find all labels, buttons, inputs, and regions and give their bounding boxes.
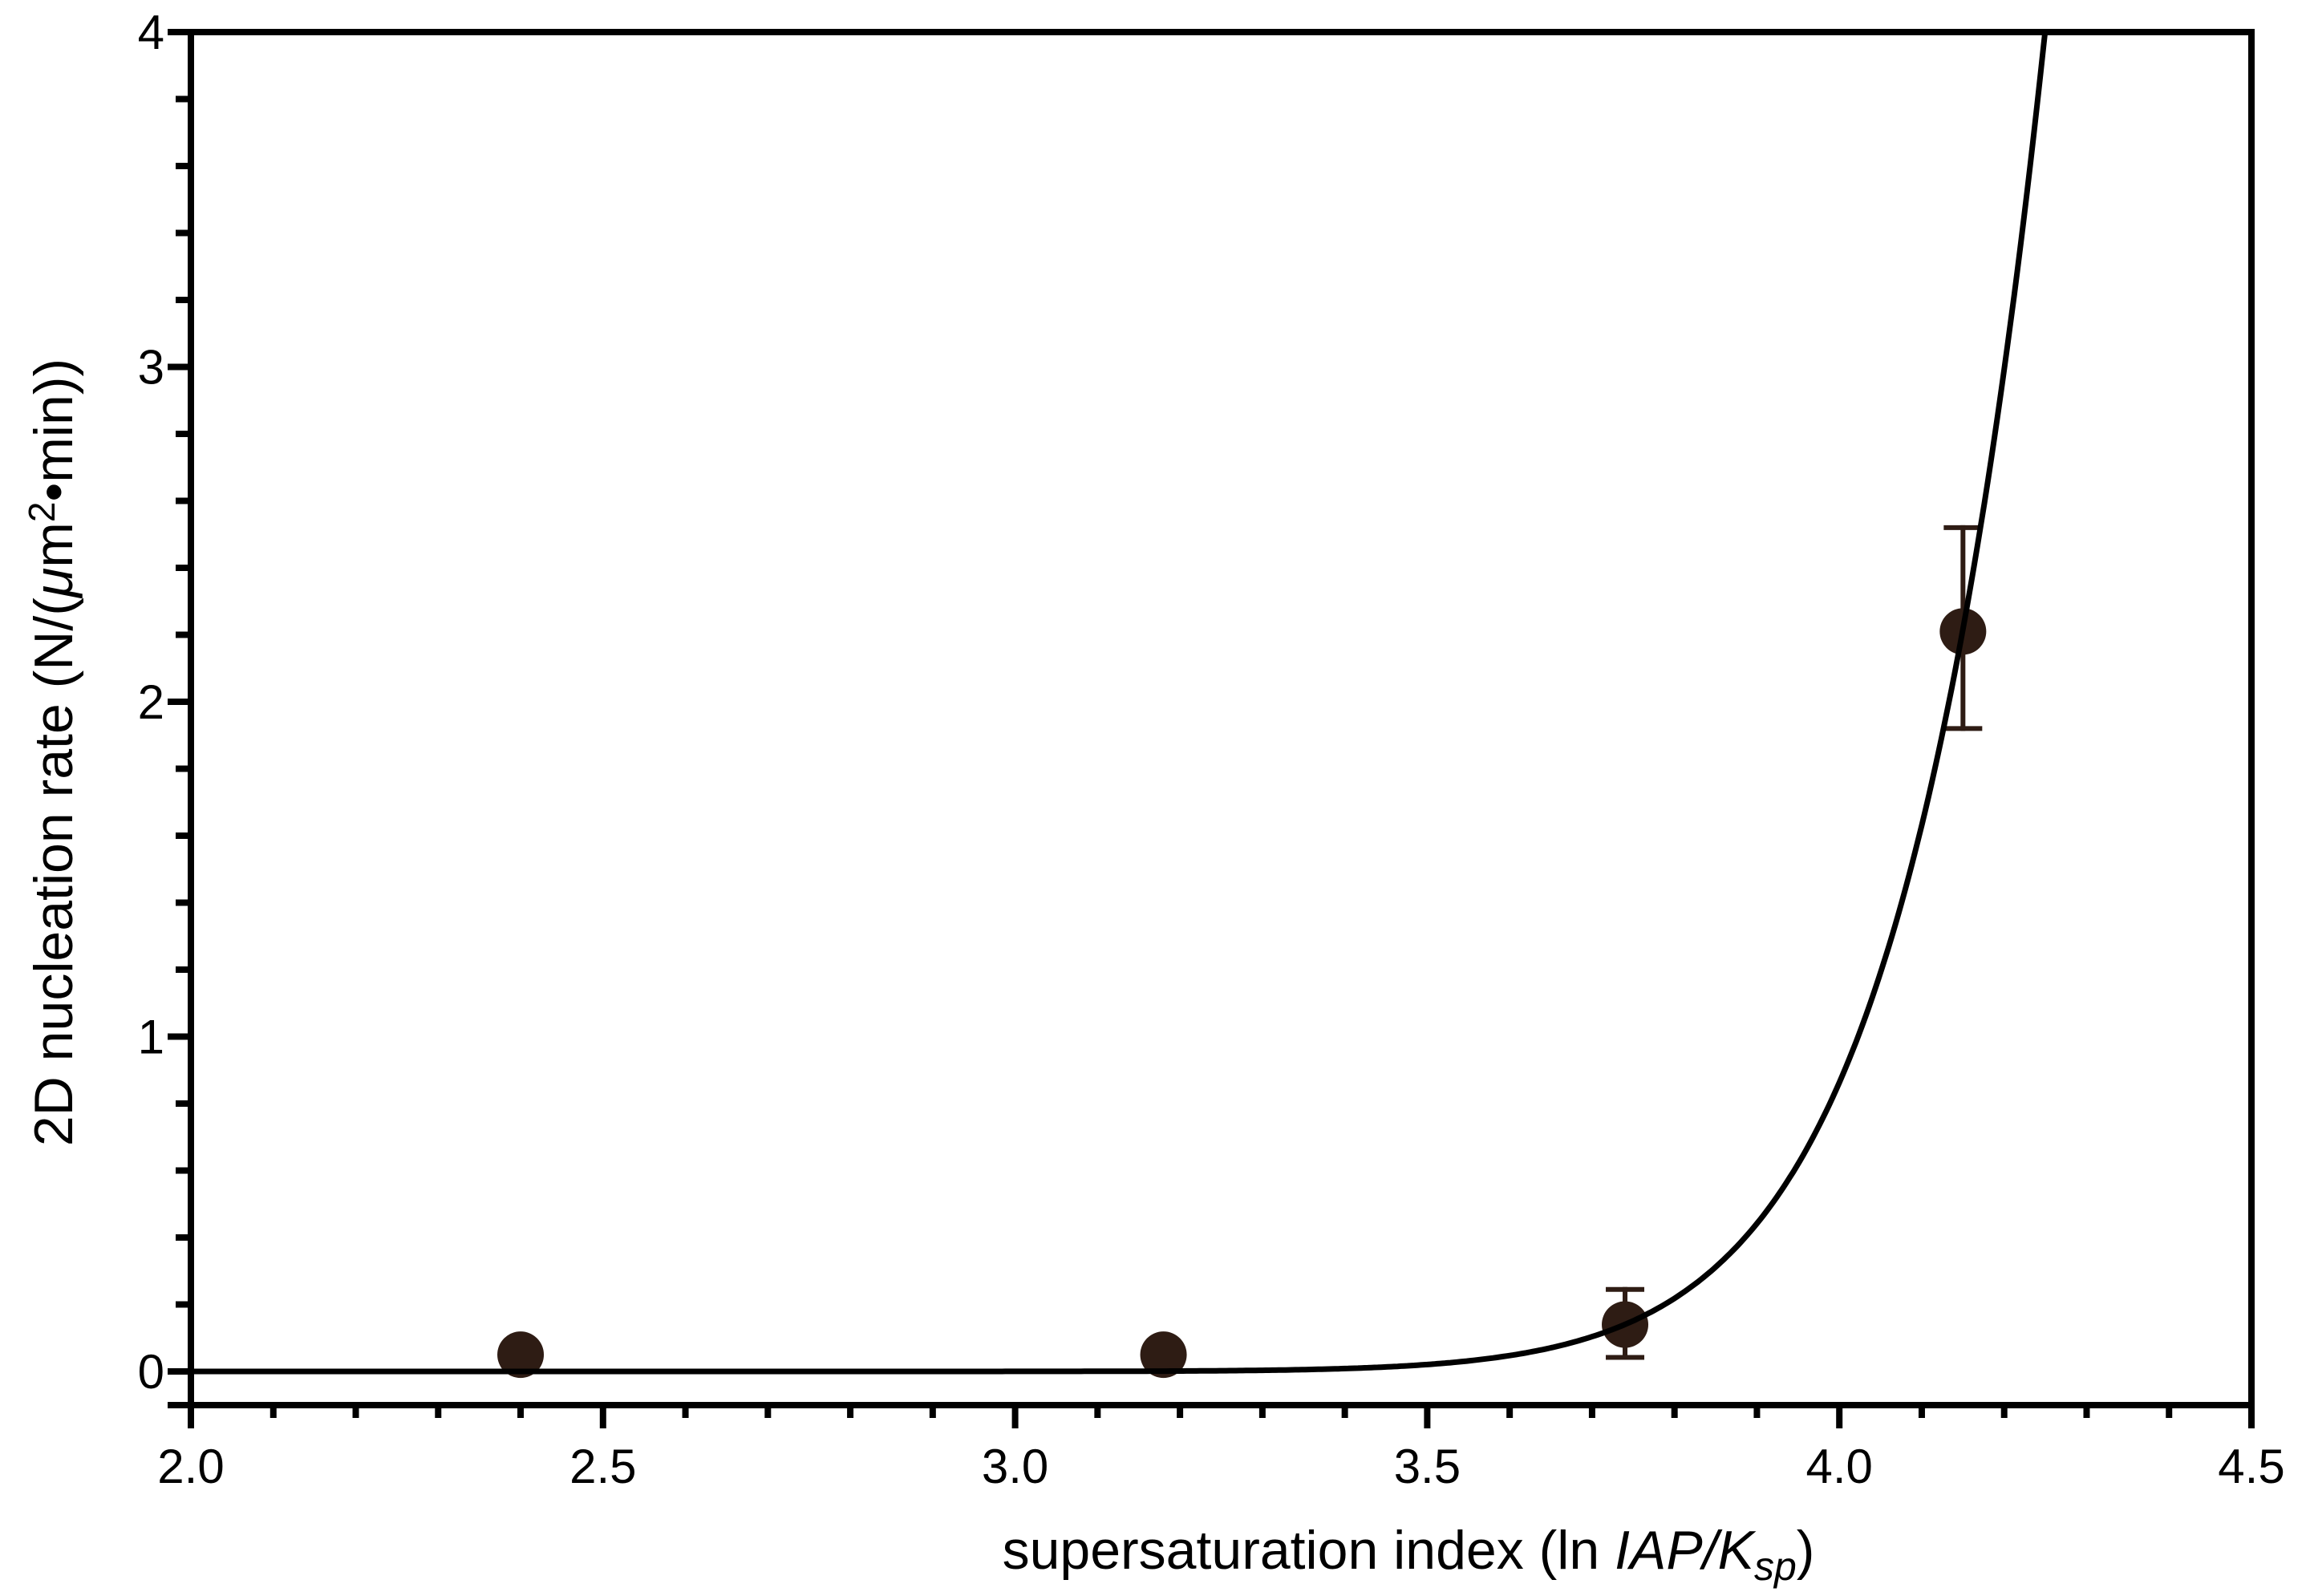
x-tick-label: 3.0 [982, 1440, 1048, 1493]
label-part: ) [1797, 1520, 1815, 1581]
x-axis-title: supersaturation index (ln IAP/Ksp) [1003, 1520, 1815, 1589]
y-axis-ticks: 0 1 2 3 4 [138, 6, 194, 1399]
data-point-marker [1140, 1331, 1187, 1379]
label-part: 2D nucleation rate (N/( [23, 597, 84, 1146]
x-tick-label: 3.5 [1394, 1440, 1461, 1493]
y-axis-title: 2D nucleation rate (N/(μm2•min)) [21, 358, 84, 1146]
label-part: 2 [21, 502, 63, 523]
label-part: IAP/K [1615, 1520, 1756, 1581]
y-tick-label: 1 [138, 1011, 164, 1064]
x-tick-label: 2.0 [157, 1440, 224, 1493]
x-tick-label: 2.5 [569, 1440, 636, 1493]
label-part: supersaturation index (ln [1003, 1520, 1615, 1581]
y-axis-title-group: 2D nucleation rate (N/(μm2•min)) [21, 358, 84, 1146]
x-axis-ticks: 2.0 2.5 3.0 3.5 4.0 4.5 [157, 1402, 2285, 1493]
y-tick-label: 2 [138, 675, 164, 729]
y-tick-label: 4 [138, 6, 164, 59]
x-axis-title-group: supersaturation index (ln IAP/Ksp) [1003, 1520, 1815, 1589]
label-part: • [23, 483, 84, 502]
label-part: min)) [23, 358, 84, 483]
y-tick-label: 3 [138, 341, 164, 395]
label-part: μ [23, 568, 84, 599]
fit-curve-group [191, 31, 2049, 1375]
y-tick-label: 0 [138, 1345, 164, 1399]
label-part: m [23, 522, 84, 568]
x-tick-label: 4.0 [1805, 1440, 1872, 1493]
data-point-marker [497, 1331, 545, 1379]
x-tick-label: 4.5 [2218, 1440, 2284, 1493]
label-part: sp [1754, 1544, 1797, 1589]
fit-curve [191, 31, 2049, 1375]
